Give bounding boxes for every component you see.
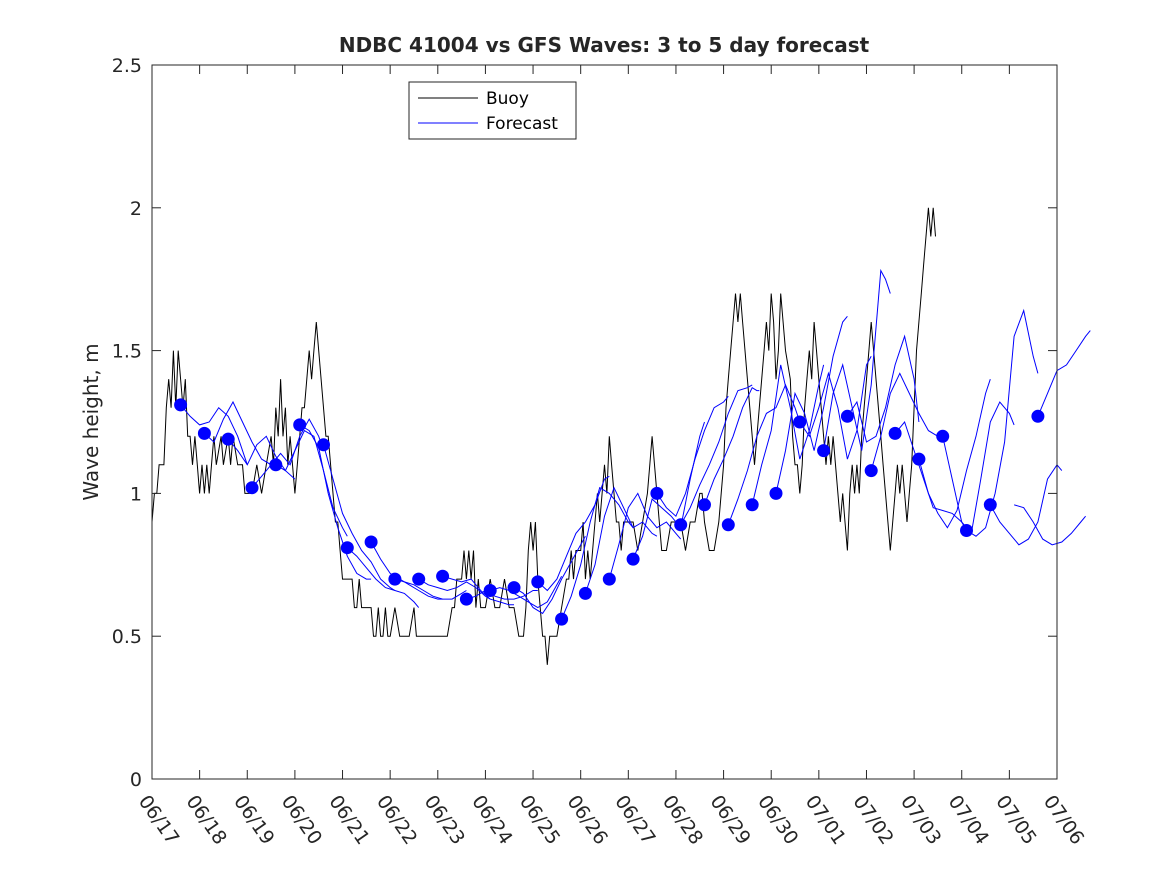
forecast-line-25 xyxy=(751,364,825,505)
forecast-marker-25 xyxy=(745,498,759,512)
forecast-marker-33 xyxy=(936,429,950,443)
forecast-marker-1 xyxy=(174,398,188,412)
forecast-line-2 xyxy=(204,400,277,471)
forecast-line-9 xyxy=(370,541,443,600)
y-axis-label: Wave height, m xyxy=(79,343,103,500)
forecast-marker-8 xyxy=(340,541,354,555)
y-tick-label: 1.5 xyxy=(112,341,142,363)
forecast-line-27 xyxy=(799,356,872,460)
forecast-marker-3 xyxy=(221,432,235,446)
forecast-marker-21 xyxy=(650,486,664,500)
forecast-marker-10 xyxy=(388,572,402,586)
forecast-markers xyxy=(174,398,1045,626)
chart-title: NDBC 41004 vs GFS Waves: 3 to 5 day fore… xyxy=(339,33,870,57)
forecast-line-8 xyxy=(346,547,420,608)
forecast-series xyxy=(180,268,1091,620)
forecast-marker-29 xyxy=(840,409,854,423)
forecast-line-36 xyxy=(1013,504,1086,546)
forecast-marker-11 xyxy=(412,572,426,586)
axes-background xyxy=(152,65,1057,779)
forecast-marker-35 xyxy=(983,498,997,512)
y-tick-label: 0 xyxy=(130,769,142,791)
y-tick-label: 1 xyxy=(130,483,142,505)
y-tick-label: 0.5 xyxy=(112,626,142,648)
forecast-marker-20 xyxy=(626,552,640,566)
forecast-marker-9 xyxy=(364,535,378,549)
legend-buoy-label: Buoy xyxy=(486,89,529,109)
y-tick-label: 2 xyxy=(130,198,142,220)
forecast-line-22 xyxy=(680,384,753,526)
forecast-line-21 xyxy=(656,395,729,518)
forecast-marker-36 xyxy=(1031,409,1045,423)
forecast-marker-14 xyxy=(483,584,497,597)
forecast-marker-5 xyxy=(269,458,283,472)
forecast-marker-13 xyxy=(459,592,473,606)
forecast-marker-16 xyxy=(531,575,545,589)
forecast-marker-18 xyxy=(578,586,592,600)
forecast-line-16 xyxy=(537,475,610,592)
forecast-marker-7 xyxy=(317,438,330,452)
forecast-line-29 xyxy=(846,334,920,443)
legend: Buoy Forecast xyxy=(408,81,577,140)
forecast-line-26 xyxy=(775,315,848,494)
forecast-line-31 xyxy=(894,420,967,531)
forecast-marker-15 xyxy=(507,581,521,595)
forecast-line-1 xyxy=(180,404,248,465)
legend-box xyxy=(408,81,577,140)
forecast-marker-2 xyxy=(197,426,211,440)
forecast-marker-12 xyxy=(436,569,450,583)
forecast-line-7 xyxy=(323,444,396,591)
forecast-line-15 xyxy=(513,535,586,615)
forecast-line-23 xyxy=(704,386,760,505)
axes-box xyxy=(151,64,1058,780)
forecast-line-17 xyxy=(561,486,634,620)
forecast-line-18 xyxy=(584,486,658,594)
forecast-line-37 xyxy=(1037,330,1091,417)
forecast-line-13 xyxy=(466,589,538,600)
forecast-line-34 xyxy=(966,308,1039,537)
forecast-line-11 xyxy=(418,578,491,600)
forecast-marker-30 xyxy=(864,464,878,478)
forecast-line-4 xyxy=(251,418,324,489)
forecast-line-35 xyxy=(989,463,1063,546)
forecast-marker-31 xyxy=(888,426,902,440)
forecast-marker-34 xyxy=(960,524,973,537)
forecast-marker-17 xyxy=(555,612,569,626)
forecast-marker-23 xyxy=(698,498,711,512)
legend-forecast-label: Forecast xyxy=(486,114,558,134)
forecast-line-10 xyxy=(394,578,467,600)
forecast-line-3 xyxy=(227,435,296,480)
y-tick-labels: 0 0.5 1 1.5 2 2.5 xyxy=(112,55,142,791)
forecast-line-6 xyxy=(299,424,372,580)
forecast-line-33 xyxy=(942,401,1015,535)
forecast-line-28 xyxy=(823,268,891,451)
forecast-marker-22 xyxy=(674,518,688,532)
forecast-marker-4 xyxy=(245,481,259,495)
forecast-line-32 xyxy=(918,379,991,529)
forecast-marker-19 xyxy=(602,572,616,586)
forecast-line-20 xyxy=(632,421,705,560)
forecast-line-14 xyxy=(490,575,563,609)
forecast-line-30 xyxy=(870,372,944,471)
forecast-marker-6 xyxy=(293,418,307,432)
y-tick-label: 2.5 xyxy=(112,55,142,77)
forecast-marker-28 xyxy=(817,444,831,458)
forecast-marker-26 xyxy=(769,486,783,500)
forecast-marker-27 xyxy=(793,415,807,429)
forecast-marker-32 xyxy=(912,452,926,466)
forecast-marker-24 xyxy=(721,518,735,532)
forecast-line-5 xyxy=(275,429,348,537)
forecast-line-12 xyxy=(442,575,514,606)
plot-area xyxy=(151,64,1091,780)
forecast-line-24 xyxy=(727,383,801,525)
